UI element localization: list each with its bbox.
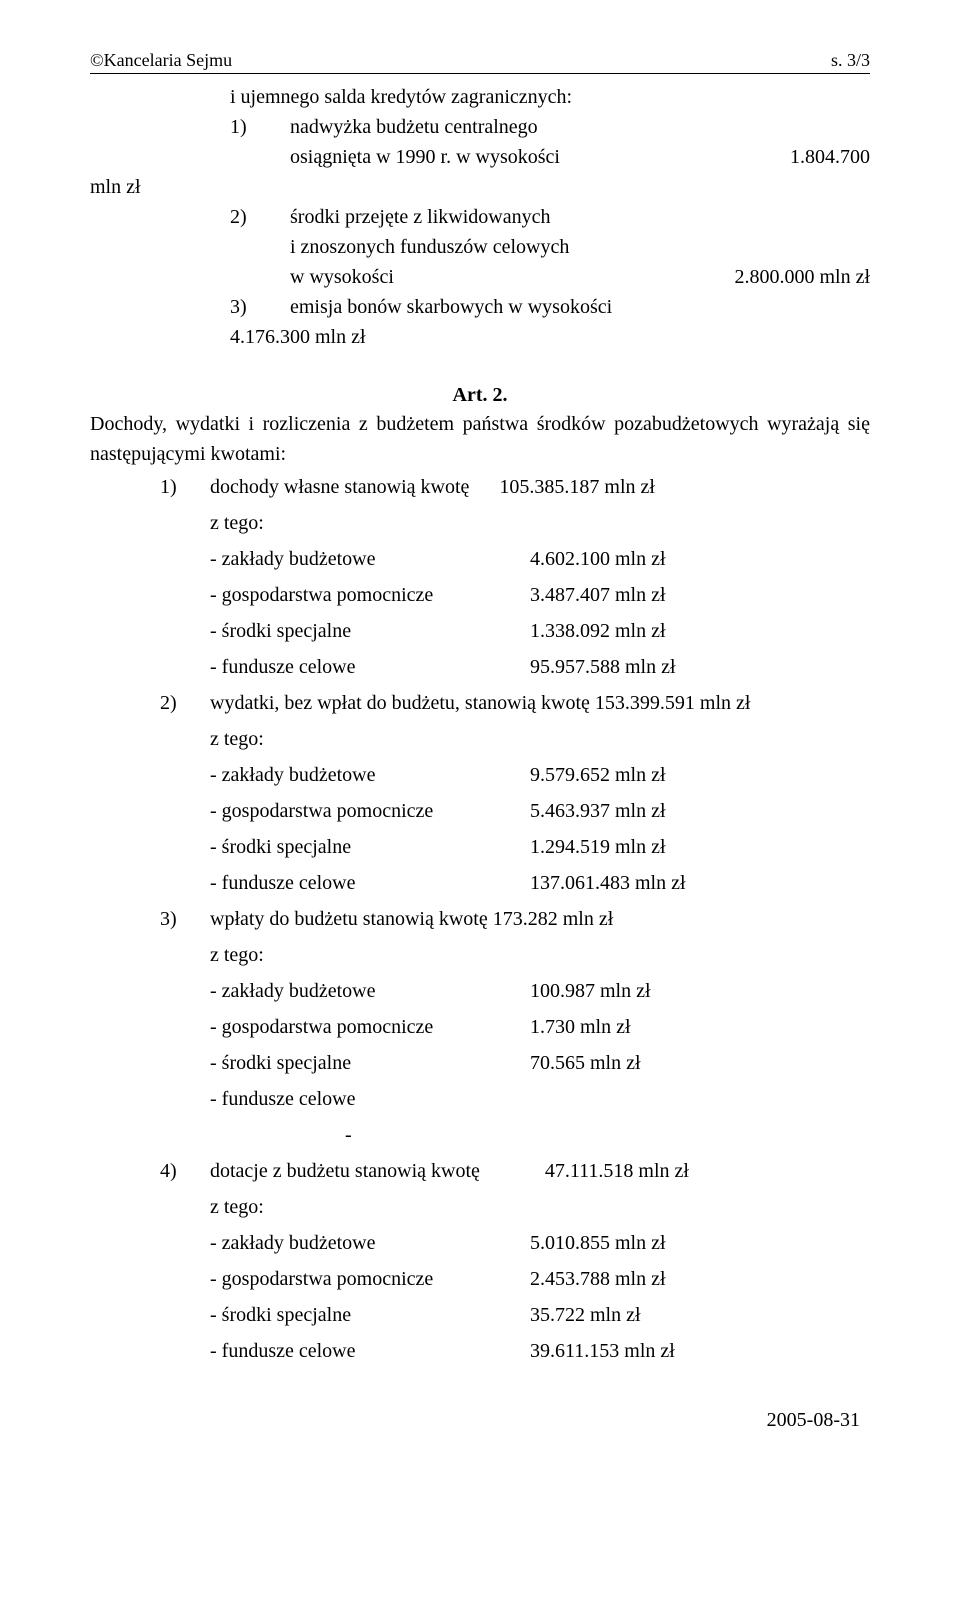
- sec2-label: wydatki, bez wpłat do budżetu, stanowią …: [210, 685, 870, 721]
- sec1-r4-l: - fundusze celowe: [210, 649, 530, 685]
- intro-item-3-num: 3): [230, 292, 290, 322]
- page: ©Kancelaria Sejmu s. 3/3 i ujemnego sald…: [0, 0, 960, 1472]
- intro-line0: i ujemnego salda kredytów zagranicznych:: [230, 82, 870, 112]
- sec4-label-text: dotacje z budżetu stanowią kwotę: [210, 1160, 480, 1182]
- sec3-r2: - gospodarstwa pomocnicze1.730 mln zł: [210, 1009, 870, 1045]
- header-right: s. 3/3: [831, 50, 870, 71]
- sec4-r2-v: 2.453.788 mln zł: [530, 1261, 870, 1297]
- sec1-r3-v: 1.338.092 mln zł: [530, 613, 870, 649]
- article-title: Art. 2.: [90, 384, 870, 407]
- sec3-r4: - fundusze celowe: [210, 1081, 870, 1117]
- sec3-r4-v: [530, 1081, 870, 1117]
- intro-item-1-num: 1): [230, 112, 290, 172]
- intro-item-1-text: nadwyżka budżetu centralnego: [290, 112, 870, 142]
- sec1-header: 1) dochody własne stanowią kwotę 105.385…: [160, 469, 870, 505]
- sec4-val: 47.111.518 mln zł: [545, 1160, 689, 1182]
- sec3-r1: - zakłady budżetowe100.987 mln zł: [210, 973, 870, 1009]
- sec3-r2-v: 1.730 mln zł: [530, 1009, 870, 1045]
- sec2-r3: - środki specjalne1.294.519 mln zł: [210, 829, 870, 865]
- page-header: ©Kancelaria Sejmu s. 3/3: [90, 50, 870, 74]
- sec2-r2: - gospodarstwa pomocnicze5.463.937 mln z…: [210, 793, 870, 829]
- sec3-num: 3): [160, 901, 210, 937]
- intro-item-3-val: 4.176.300 mln zł: [230, 322, 870, 352]
- sec2-r4: - fundusze celowe137.061.483 mln zł: [210, 865, 870, 901]
- sec1-r2: - gospodarstwa pomocnicze3.487.407 mln z…: [210, 577, 870, 613]
- footer-date: 2005-08-31: [90, 1409, 870, 1432]
- sec4-r1: - zakłady budżetowe5.010.855 mln zł: [210, 1225, 870, 1261]
- sec2-r3-v: 1.294.519 mln zł: [530, 829, 870, 865]
- intro-item-2-line2: i znoszonych funduszów celowych: [290, 232, 870, 262]
- sec1-r3: - środki specjalne1.338.092 mln zł: [210, 613, 870, 649]
- sec4-r3-v: 35.722 mln zł: [530, 1297, 870, 1333]
- sec3-r1-l: - zakłady budżetowe: [210, 973, 530, 1009]
- sec3-lone-dash: -: [345, 1117, 870, 1153]
- article-para: Dochody, wydatki i rozliczenia z budżete…: [90, 409, 870, 469]
- sec3-r1-v: 100.987 mln zł: [530, 973, 870, 1009]
- intro-item-3-text: emisja bonów skarbowych w wysokości: [290, 292, 870, 322]
- sec2-num: 2): [160, 685, 210, 721]
- intro-item-1-body: nadwyżka budżetu centralnego osiągnięta …: [290, 112, 870, 172]
- sec4-ztego: z tego:: [210, 1189, 870, 1225]
- sec3-r4-l: - fundusze celowe: [210, 1081, 530, 1117]
- intro-item-1-line2-right: 1.804.700: [770, 142, 870, 172]
- sec3-header: 3) wpłaty do budżetu stanowią kwotę 173.…: [160, 901, 870, 937]
- intro-item-2-text: środki przejęte z likwidowanych: [290, 202, 870, 232]
- sec4-num: 4): [160, 1153, 210, 1189]
- intro-item-2-line3-left: w wysokości: [290, 262, 714, 292]
- intro-item-1-line2-left: osiągnięta w 1990 r. w wysokości: [290, 142, 770, 172]
- intro-item-3: 3) emisja bonów skarbowych w wysokości: [230, 292, 870, 322]
- sec4-label: dotacje z budżetu stanowią kwotę 47.111.…: [210, 1153, 870, 1189]
- sec1-r1: - zakłady budżetowe4.602.100 mln zł: [210, 541, 870, 577]
- sec2-r1-l: - zakłady budżetowe: [210, 757, 530, 793]
- intro-item-1-line2: osiągnięta w 1990 r. w wysokości 1.804.7…: [290, 142, 870, 172]
- sec2-r4-v: 137.061.483 mln zł: [530, 865, 870, 901]
- sec1-r4: - fundusze celowe95.957.588 mln zł: [210, 649, 870, 685]
- sec4-header: 4) dotacje z budżetu stanowią kwotę 47.1…: [160, 1153, 870, 1189]
- intro-block-2: 2) środki przejęte z likwidowanych i zno…: [230, 202, 870, 352]
- sec2-r1: - zakłady budżetowe9.579.652 mln zł: [210, 757, 870, 793]
- sec4-r2-l: - gospodarstwa pomocnicze: [210, 1261, 530, 1297]
- sec2-header: 2) wydatki, bez wpłat do budżetu, stanow…: [160, 685, 870, 721]
- sec2-ztego: z tego:: [210, 721, 870, 757]
- header-left: ©Kancelaria Sejmu: [90, 50, 232, 71]
- sec1-num: 1): [160, 469, 210, 505]
- sec1-r3-l: - środki specjalne: [210, 613, 530, 649]
- intro-block: i ujemnego salda kredytów zagranicznych:…: [230, 82, 870, 172]
- intro-item-2: 2) środki przejęte z likwidowanych i zno…: [230, 202, 870, 292]
- sec4-r4-l: - fundusze celowe: [210, 1333, 530, 1369]
- sec3-label: wpłaty do budżetu stanowią kwotę 173.282…: [210, 901, 870, 937]
- sec4-r3-l: - środki specjalne: [210, 1297, 530, 1333]
- sec3-r3-v: 70.565 mln zł: [530, 1045, 870, 1081]
- intro-item-1: 1) nadwyżka budżetu centralnego osiągnię…: [230, 112, 870, 172]
- sec2-r1-v: 9.579.652 mln zł: [530, 757, 870, 793]
- intro-item-2-line3: w wysokości 2.800.000 mln zł: [290, 262, 870, 292]
- sec1-ztego: z tego:: [210, 505, 870, 541]
- sec2-r4-l: - fundusze celowe: [210, 865, 530, 901]
- sec1-val: 105.385.187 mln zł: [499, 476, 655, 498]
- sec1-r4-v: 95.957.588 mln zł: [530, 649, 870, 685]
- sec4-r1-v: 5.010.855 mln zł: [530, 1225, 870, 1261]
- sec4-r3: - środki specjalne35.722 mln zł: [210, 1297, 870, 1333]
- sec4-r4: - fundusze celowe39.611.153 mln zł: [210, 1333, 870, 1369]
- sec1-r1-l: - zakłady budżetowe: [210, 541, 530, 577]
- sec1-r2-v: 3.487.407 mln zł: [530, 577, 870, 613]
- sec4-r4-v: 39.611.153 mln zł: [530, 1333, 870, 1369]
- sec4-r2: - gospodarstwa pomocnicze2.453.788 mln z…: [210, 1261, 870, 1297]
- sec2-r2-v: 5.463.937 mln zł: [530, 793, 870, 829]
- sec4-r1-l: - zakłady budżetowe: [210, 1225, 530, 1261]
- sec3-r2-l: - gospodarstwa pomocnicze: [210, 1009, 530, 1045]
- sec3-r3-l: - środki specjalne: [210, 1045, 530, 1081]
- intro-item-2-body: środki przejęte z likwidowanych i znoszo…: [290, 202, 870, 292]
- sec3-r3: - środki specjalne70.565 mln zł: [210, 1045, 870, 1081]
- mln-label: mln zł: [90, 172, 870, 202]
- sec2-r2-l: - gospodarstwa pomocnicze: [210, 793, 530, 829]
- intro-item-2-num: 2): [230, 202, 290, 292]
- sec1-r2-l: - gospodarstwa pomocnicze: [210, 577, 530, 613]
- sec3-ztego: z tego:: [210, 937, 870, 973]
- intro-item-2-line3-right: 2.800.000 mln zł: [714, 262, 870, 292]
- sec1-label-text: dochody własne stanowią kwotę: [210, 476, 469, 498]
- sec2-r3-l: - środki specjalne: [210, 829, 530, 865]
- sec1-label: dochody własne stanowią kwotę 105.385.18…: [210, 469, 870, 505]
- sec1-r1-v: 4.602.100 mln zł: [530, 541, 870, 577]
